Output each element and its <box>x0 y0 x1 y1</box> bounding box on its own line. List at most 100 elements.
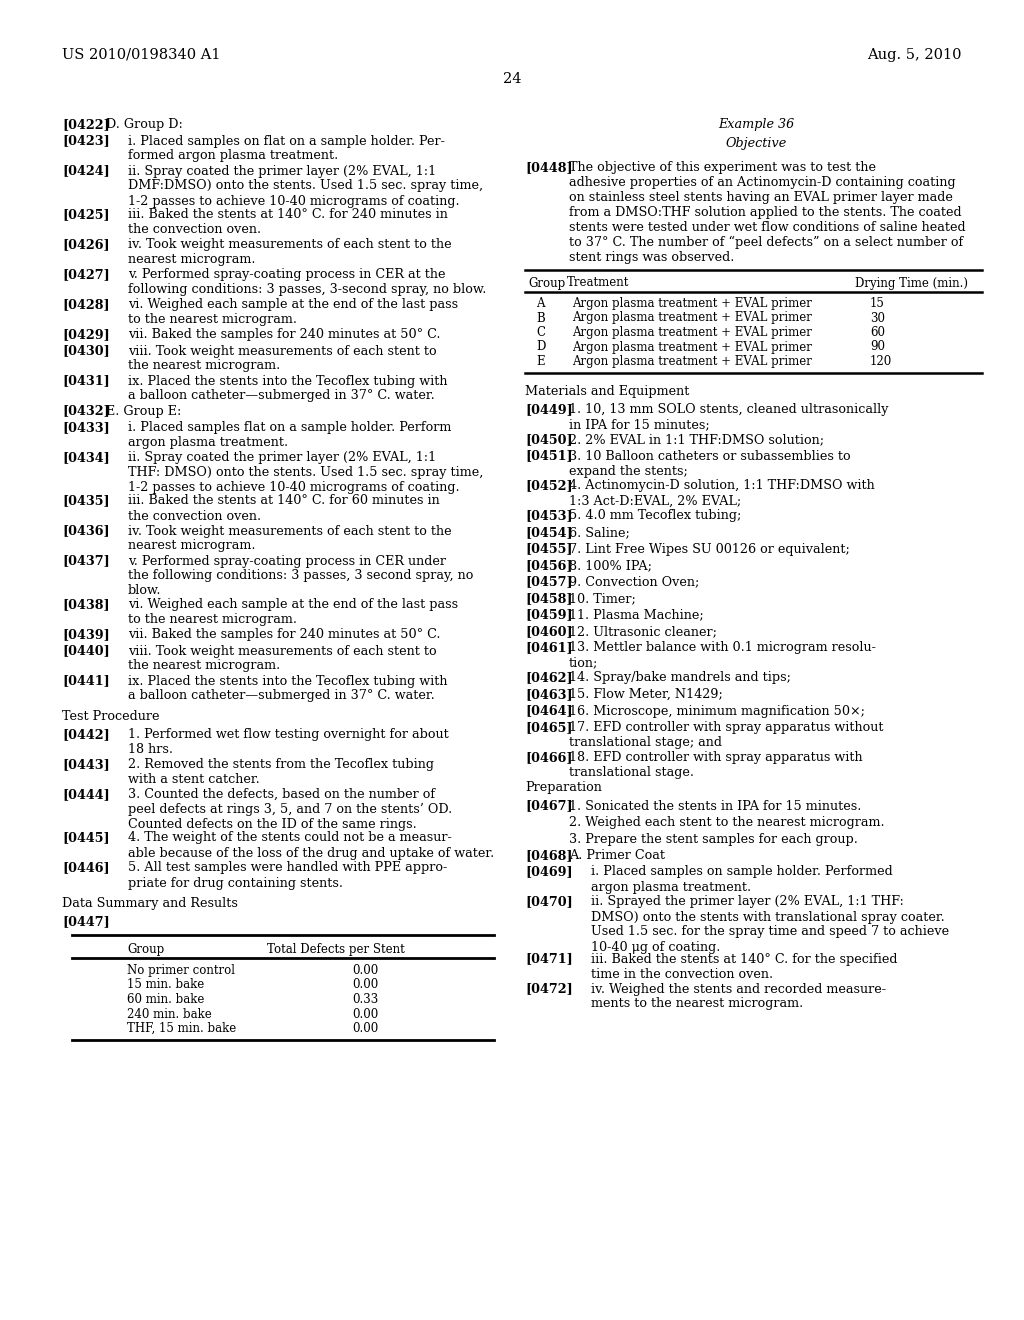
Text: 18. EFD controller with spray apparatus with
translational stage.: 18. EFD controller with spray apparatus … <box>569 751 862 779</box>
Text: [0456]: [0456] <box>525 558 572 572</box>
Text: [0443]: [0443] <box>62 758 110 771</box>
Text: 60 min. bake: 60 min. bake <box>127 993 205 1006</box>
Text: Test Procedure: Test Procedure <box>62 710 160 722</box>
Text: 10. Timer;: 10. Timer; <box>569 591 636 605</box>
Text: [0435]: [0435] <box>62 495 110 507</box>
Text: [0434]: [0434] <box>62 451 110 465</box>
Text: vi. Weighed each sample at the end of the last pass
to the nearest microgram.: vi. Weighed each sample at the end of th… <box>128 598 458 626</box>
Text: ix. Placed the stents into the Tecoflex tubing with
a balloon catheter—submerged: ix. Placed the stents into the Tecoflex … <box>128 675 447 702</box>
Text: 24: 24 <box>503 73 521 86</box>
Text: [0467]: [0467] <box>525 800 572 813</box>
Text: THF, 15 min. bake: THF, 15 min. bake <box>127 1022 237 1035</box>
Text: [0452]: [0452] <box>525 479 572 492</box>
Text: [0433]: [0433] <box>62 421 110 434</box>
Text: 240 min. bake: 240 min. bake <box>127 1007 212 1020</box>
Text: D: D <box>536 341 546 354</box>
Text: Group: Group <box>127 942 164 956</box>
Text: Objective: Objective <box>725 137 786 150</box>
Text: 14. Spray/bake mandrels and tips;: 14. Spray/bake mandrels and tips; <box>569 672 791 685</box>
Text: [0468]: [0468] <box>525 849 572 862</box>
Text: [0462]: [0462] <box>525 672 572 685</box>
Text: D. Group D:: D. Group D: <box>106 117 183 131</box>
Text: Materials and Equipment: Materials and Equipment <box>525 384 689 397</box>
Text: i. Placed samples flat on a sample holder. Perform
argon plasma treatment.: i. Placed samples flat on a sample holde… <box>128 421 452 449</box>
Text: 2. Weighed each stent to the nearest microgram.: 2. Weighed each stent to the nearest mic… <box>569 816 885 829</box>
Text: [0451]: [0451] <box>525 450 572 462</box>
Text: Argon plasma treatment + EVAL primer: Argon plasma treatment + EVAL primer <box>572 341 812 354</box>
Text: [0446]: [0446] <box>62 862 110 874</box>
Text: US 2010/0198340 A1: US 2010/0198340 A1 <box>62 48 220 62</box>
Text: i. Placed samples on flat on a sample holder. Per-
formed argon plasma treatment: i. Placed samples on flat on a sample ho… <box>128 135 444 162</box>
Text: [0445]: [0445] <box>62 832 110 845</box>
Text: Preparation: Preparation <box>525 781 602 795</box>
Text: 3. Prepare the stent samples for each group.: 3. Prepare the stent samples for each gr… <box>569 833 858 846</box>
Text: [0447]: [0447] <box>62 915 110 928</box>
Text: 60: 60 <box>870 326 885 339</box>
Text: [0425]: [0425] <box>62 209 110 220</box>
Text: 3. 10 Balloon catheters or subassemblies to
expand the stents;: 3. 10 Balloon catheters or subassemblies… <box>569 450 851 478</box>
Text: [0424]: [0424] <box>62 165 110 177</box>
Text: 15 min. bake: 15 min. bake <box>127 978 204 991</box>
Text: 120: 120 <box>870 355 892 368</box>
Text: [0422]: [0422] <box>62 117 110 131</box>
Text: vii. Baked the samples for 240 minutes at 50° C.: vii. Baked the samples for 240 minutes a… <box>128 327 440 341</box>
Text: [0442]: [0442] <box>62 729 110 741</box>
Text: [0440]: [0440] <box>62 644 110 657</box>
Text: Argon plasma treatment + EVAL primer: Argon plasma treatment + EVAL primer <box>572 326 812 339</box>
Text: [0427]: [0427] <box>62 268 110 281</box>
Text: Data Summary and Results: Data Summary and Results <box>62 896 238 909</box>
Text: 12. Ultrasonic cleaner;: 12. Ultrasonic cleaner; <box>569 624 717 638</box>
Text: [0432]: [0432] <box>62 404 110 417</box>
Text: 0.00: 0.00 <box>352 1007 378 1020</box>
Text: [0469]: [0469] <box>525 866 572 879</box>
Text: Argon plasma treatment + EVAL primer: Argon plasma treatment + EVAL primer <box>572 312 812 325</box>
Text: 30: 30 <box>870 312 885 325</box>
Text: [0457]: [0457] <box>525 576 572 589</box>
Text: [0449]: [0449] <box>525 403 572 416</box>
Text: [0436]: [0436] <box>62 524 110 537</box>
Text: Argon plasma treatment + EVAL primer: Argon plasma treatment + EVAL primer <box>572 355 812 368</box>
Text: 15. Flow Meter, N1429;: 15. Flow Meter, N1429; <box>569 688 723 701</box>
Text: 11. Plasma Machine;: 11. Plasma Machine; <box>569 609 703 622</box>
Text: Group: Group <box>528 276 565 289</box>
Text: vii. Baked the samples for 240 minutes at 50° C.: vii. Baked the samples for 240 minutes a… <box>128 628 440 642</box>
Text: [0461]: [0461] <box>525 642 572 655</box>
Text: [0464]: [0464] <box>525 705 572 718</box>
Text: [0448]: [0448] <box>525 161 572 174</box>
Text: [0460]: [0460] <box>525 624 572 638</box>
Text: iii. Baked the stents at 140° C. for 60 minutes in
the convection oven.: iii. Baked the stents at 140° C. for 60 … <box>128 495 439 523</box>
Text: ii. Sprayed the primer layer (2% EVAL, 1:1 THF:
DMSO) onto the stents with trans: ii. Sprayed the primer layer (2% EVAL, 1… <box>591 895 949 953</box>
Text: 90: 90 <box>870 341 885 354</box>
Text: iii. Baked the stents at 140° C. for the specified
time in the convection oven.: iii. Baked the stents at 140° C. for the… <box>591 953 897 981</box>
Text: 1. Sonicated the stents in IPA for 15 minutes.: 1. Sonicated the stents in IPA for 15 mi… <box>569 800 861 813</box>
Text: [0450]: [0450] <box>525 433 572 446</box>
Text: viii. Took weight measurements of each stent to
the nearest microgram.: viii. Took weight measurements of each s… <box>128 644 436 672</box>
Text: Drying Time (min.): Drying Time (min.) <box>855 276 968 289</box>
Text: No primer control: No primer control <box>127 964 234 977</box>
Text: Treatment: Treatment <box>567 276 630 289</box>
Text: iii. Baked the stents at 140° C. for 240 minutes in
the convection oven.: iii. Baked the stents at 140° C. for 240… <box>128 209 447 236</box>
Text: 17. EFD controller with spray apparatus without
translational stage; and: 17. EFD controller with spray apparatus … <box>569 721 884 748</box>
Text: viii. Took weight measurements of each stent to
the nearest microgram.: viii. Took weight measurements of each s… <box>128 345 436 372</box>
Text: [0471]: [0471] <box>525 953 572 965</box>
Text: [0431]: [0431] <box>62 375 110 388</box>
Text: 9. Convection Oven;: 9. Convection Oven; <box>569 576 699 589</box>
Text: 1. 10, 13 mm SOLO stents, cleaned ultrasonically
in IPA for 15 minutes;: 1. 10, 13 mm SOLO stents, cleaned ultras… <box>569 403 889 432</box>
Text: Argon plasma treatment + EVAL primer: Argon plasma treatment + EVAL primer <box>572 297 812 310</box>
Text: [0459]: [0459] <box>525 609 572 622</box>
Text: v. Performed spray-coating process in CER at the
following conditions: 3 passes,: v. Performed spray-coating process in CE… <box>128 268 486 296</box>
Text: [0437]: [0437] <box>62 554 110 568</box>
Text: iv. Weighed the stents and recorded measure-
ments to the nearest microgram.: iv. Weighed the stents and recorded meas… <box>591 982 886 1011</box>
Text: iv. Took weight measurements of each stent to the
nearest microgram.: iv. Took weight measurements of each ste… <box>128 524 452 553</box>
Text: B: B <box>536 312 545 325</box>
Text: 6. Saline;: 6. Saline; <box>569 525 630 539</box>
Text: 4. Actinomycin-D solution, 1:1 THF:DMSO with
1:3 Act-D:EVAL, 2% EVAL;: 4. Actinomycin-D solution, 1:1 THF:DMSO … <box>569 479 874 507</box>
Text: ii. Spray coated the primer layer (2% EVAL, 1:1
THF: DMSO) onto the stents. Used: ii. Spray coated the primer layer (2% EV… <box>128 451 483 494</box>
Text: [0438]: [0438] <box>62 598 110 611</box>
Text: [0454]: [0454] <box>525 525 572 539</box>
Text: 5. All test samples were handled with PPE appro-
priate for drug containing sten: 5. All test samples were handled with PP… <box>128 862 447 890</box>
Text: v. Performed spray-coating process in CER under
the following conditions: 3 pass: v. Performed spray-coating process in CE… <box>128 554 473 598</box>
Text: 2. 2% EVAL in 1:1 THF:DMSO solution;: 2. 2% EVAL in 1:1 THF:DMSO solution; <box>569 433 824 446</box>
Text: A. Primer Coat: A. Primer Coat <box>569 849 665 862</box>
Text: C: C <box>536 326 545 339</box>
